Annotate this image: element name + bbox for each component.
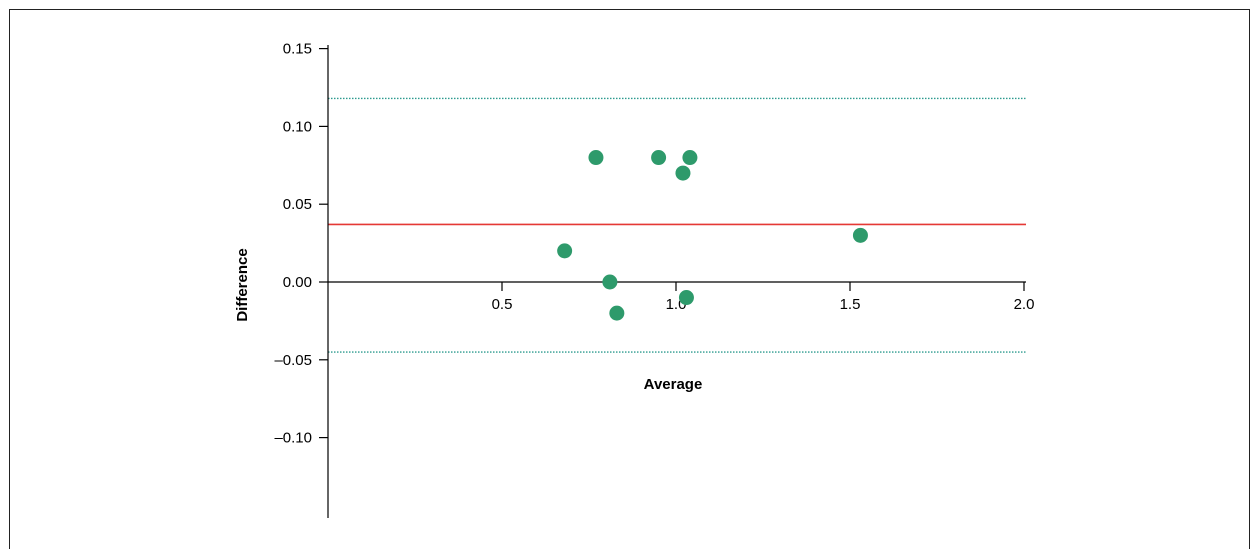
data-point bbox=[651, 150, 667, 166]
y-tick-label: 0.00 bbox=[283, 274, 312, 291]
data-points bbox=[557, 150, 868, 321]
y-axis-label: Difference bbox=[234, 248, 251, 321]
y-ticks: 0.15 0.10 0.05 0.00 –0.05 –0.10 bbox=[274, 41, 328, 447]
x-tick-label: 2.0 bbox=[1014, 296, 1035, 313]
x-ticks: 0.5 1.0 1.5 2.0 bbox=[492, 282, 1035, 313]
data-point bbox=[609, 305, 625, 321]
data-point bbox=[682, 150, 698, 166]
data-point bbox=[588, 150, 604, 166]
data-point bbox=[675, 165, 691, 181]
chart-frame bbox=[9, 9, 1250, 549]
x-tick-label: 1.5 bbox=[840, 296, 861, 313]
reference-lines bbox=[328, 97, 1026, 353]
y-tick-label: 0.10 bbox=[283, 118, 312, 135]
y-tick-label: –0.10 bbox=[274, 430, 312, 447]
y-tick-label: –0.05 bbox=[274, 352, 312, 369]
data-point bbox=[557, 243, 573, 259]
x-tick-label: 0.5 bbox=[492, 296, 513, 313]
data-point bbox=[852, 227, 868, 243]
data-point bbox=[602, 274, 618, 290]
data-point bbox=[678, 290, 694, 306]
axes bbox=[327, 45, 1026, 518]
y-tick-label: 0.05 bbox=[283, 196, 312, 213]
x-axis-label: Average bbox=[644, 376, 703, 393]
y-tick-label: 0.15 bbox=[283, 41, 312, 58]
